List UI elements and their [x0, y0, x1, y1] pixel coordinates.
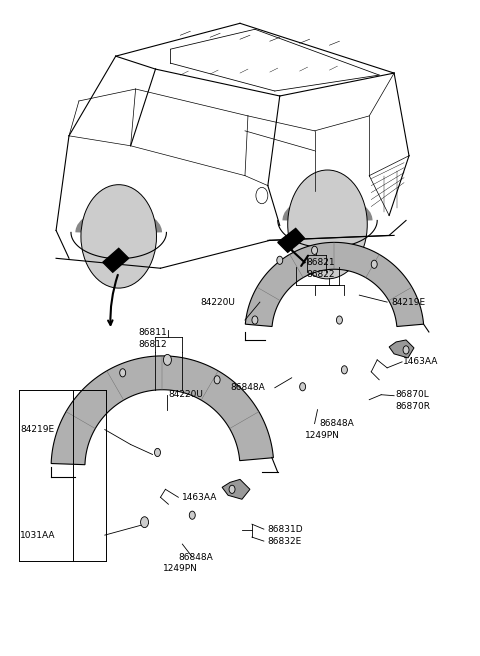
Circle shape: [336, 316, 342, 324]
Text: 86848A: 86848A: [230, 383, 265, 392]
Circle shape: [214, 376, 220, 384]
Text: 1249PN: 1249PN: [164, 564, 198, 573]
Text: 86848A: 86848A: [320, 419, 354, 428]
Text: 1249PN: 1249PN: [305, 431, 339, 440]
Circle shape: [312, 246, 318, 255]
Text: 1463AA: 1463AA: [182, 493, 218, 502]
Polygon shape: [103, 249, 129, 272]
Text: 86822: 86822: [307, 270, 335, 279]
Text: 84219E: 84219E: [20, 425, 54, 434]
Circle shape: [277, 256, 283, 264]
Text: 86811: 86811: [139, 329, 168, 337]
Circle shape: [81, 185, 156, 288]
Polygon shape: [51, 356, 274, 464]
Text: 1463AA: 1463AA: [403, 358, 438, 366]
Polygon shape: [245, 242, 423, 327]
Text: 84219E: 84219E: [391, 298, 425, 306]
Circle shape: [252, 316, 258, 324]
Text: 86870R: 86870R: [395, 402, 430, 411]
Circle shape: [120, 369, 126, 377]
Circle shape: [164, 354, 171, 365]
Text: 86821: 86821: [307, 258, 335, 267]
Circle shape: [189, 511, 195, 520]
Circle shape: [341, 366, 348, 374]
Circle shape: [403, 346, 409, 354]
Text: 86812: 86812: [139, 340, 167, 350]
Circle shape: [155, 449, 160, 457]
Circle shape: [141, 517, 148, 527]
Text: 84220U: 84220U: [200, 298, 235, 306]
Text: 84220U: 84220U: [168, 390, 204, 400]
Circle shape: [288, 170, 367, 279]
Text: 1031AA: 1031AA: [20, 531, 56, 540]
Text: 86831D: 86831D: [268, 525, 303, 533]
Polygon shape: [278, 228, 305, 253]
Text: 86848A: 86848A: [179, 552, 213, 562]
Circle shape: [229, 485, 235, 493]
Text: 86832E: 86832E: [268, 537, 302, 546]
Circle shape: [371, 260, 377, 268]
Polygon shape: [222, 480, 250, 499]
Text: 86870L: 86870L: [395, 390, 429, 400]
Polygon shape: [389, 340, 414, 358]
Circle shape: [300, 382, 306, 391]
Circle shape: [256, 188, 268, 204]
